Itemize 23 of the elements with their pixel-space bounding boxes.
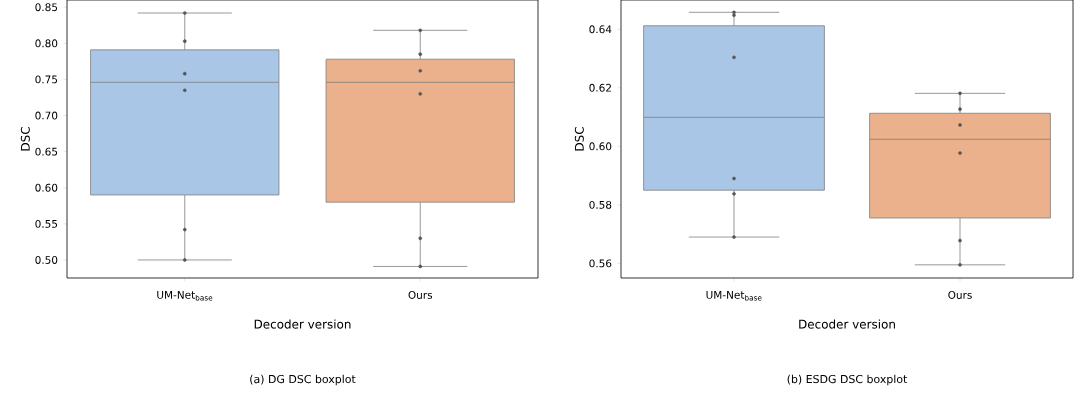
y-tick-label: 0.60 [589,142,612,151]
y-tick-label: 0.75 [35,75,58,84]
y-tick-label: 0.58 [589,200,612,209]
x-tick-label: Ours [948,291,972,299]
y-tick-label: 0.65 [35,147,58,156]
text: (b) ESDG DSC boxplot [787,374,908,386]
text: (a) DG DSC boxplot [250,374,356,386]
x-axis-title: Decoder version [254,319,351,329]
y-tick-label: 0.64 [589,25,612,34]
y-tick-label: 0.85 [35,3,58,12]
x-tick-label: UM-Net$_{base}$ [706,291,762,301]
y-tick-label: 0.56 [589,259,612,268]
y-tick-label: 0.70 [35,111,58,120]
y-tick-label: 0.80 [35,39,58,48]
x-axis-title: Decoder version [799,319,895,329]
y-tick-label: 0.50 [35,255,58,264]
x-tick-label: UM-Net$_{base}$ [157,291,213,301]
y-axis-title: DSC [574,127,584,151]
y-axis-title: DSC [20,127,30,151]
y-tick-label: 0.62 [589,83,611,92]
y-tick-label: 0.55 [35,219,58,228]
y-tick-label: 0.60 [35,183,58,192]
x-tick-label: Ours [408,291,433,299]
